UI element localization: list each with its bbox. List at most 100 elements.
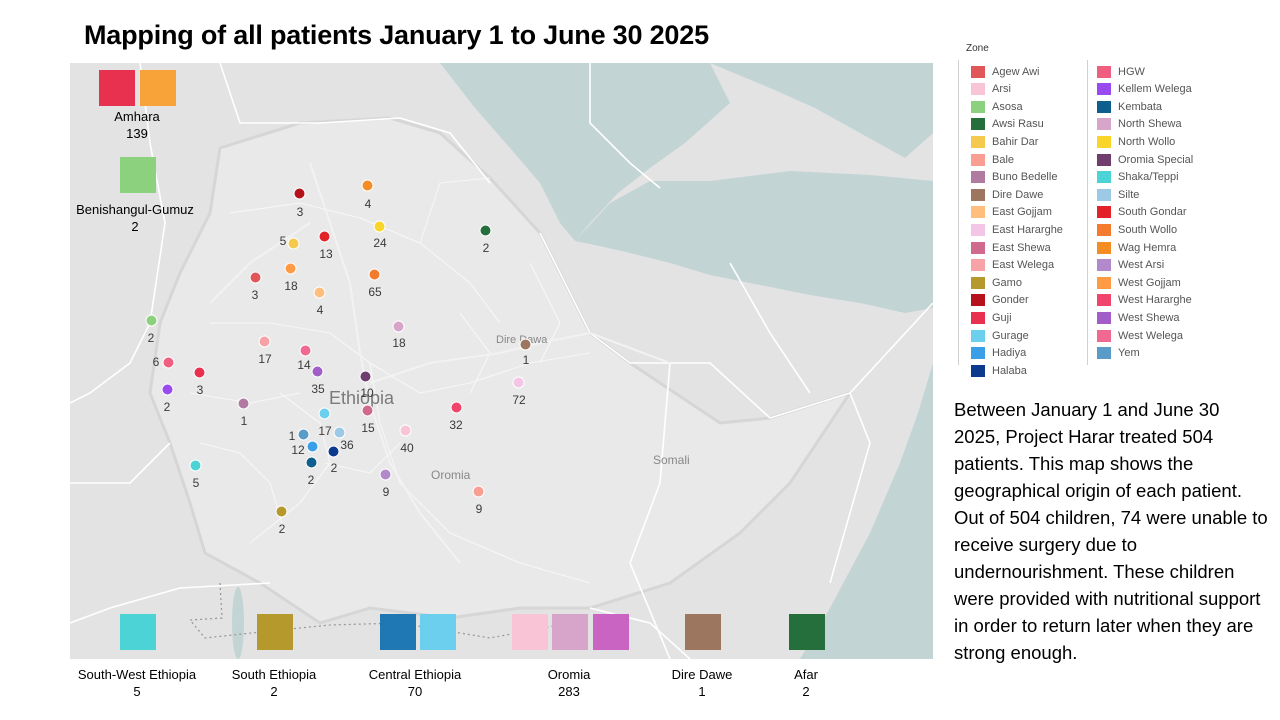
legend-item[interactable]: Agew Awi	[971, 63, 1040, 80]
zone-marker[interactable]	[161, 383, 174, 396]
legend-item[interactable]: South Gondar	[1097, 204, 1187, 221]
legend-item[interactable]: West Gojjam	[1097, 274, 1181, 291]
legend-label: Wag Hemra	[1118, 241, 1177, 254]
legend-item[interactable]: Oromia Special	[1097, 151, 1193, 168]
legend-item[interactable]: Awsi Rasu	[971, 116, 1044, 133]
region-label-amhara: Amhara 139	[114, 108, 160, 142]
legend-item[interactable]: East Welega	[971, 257, 1054, 274]
legend-label: Dire Dawe	[992, 188, 1044, 201]
lake-turkana	[232, 587, 244, 659]
region-count: 1	[698, 684, 706, 699]
legend-item[interactable]: West Hararghe	[1097, 292, 1192, 309]
region-swatch-central[interactable]	[380, 614, 416, 650]
legend-item[interactable]: Buno Bedelle	[971, 169, 1057, 186]
zone-marker[interactable]	[293, 187, 306, 200]
zone-marker[interactable]	[189, 459, 202, 472]
zone-marker[interactable]	[373, 220, 386, 233]
zone-marker[interactable]	[333, 426, 346, 439]
legend-label: West Hararghe	[1118, 294, 1192, 307]
zone-marker[interactable]	[318, 230, 331, 243]
legend-item[interactable]: South Wollo	[1097, 221, 1177, 238]
zone-count-label: 1	[240, 414, 248, 428]
zone-marker[interactable]	[359, 370, 372, 383]
legend-item[interactable]: West Welega	[1097, 327, 1183, 344]
legend-item[interactable]: East Gojjam	[971, 204, 1052, 221]
zone-marker[interactable]	[311, 365, 324, 378]
zone-count-label: 4	[364, 197, 372, 211]
region-name: Amhara	[114, 109, 160, 124]
zone-marker[interactable]	[479, 224, 492, 237]
legend-item[interactable]: Wag Hemra	[1097, 239, 1176, 256]
zone-marker[interactable]	[193, 366, 206, 379]
zone-marker[interactable]	[249, 271, 262, 284]
region-swatch-oromia[interactable]	[512, 614, 548, 650]
zone-marker[interactable]	[162, 356, 175, 369]
region-swatch-afar[interactable]	[789, 614, 825, 650]
zone-marker[interactable]	[305, 456, 318, 469]
zone-marker[interactable]	[379, 468, 392, 481]
legend-item[interactable]: North Wollo	[1097, 133, 1175, 150]
region-swatch-amhara[interactable]	[99, 70, 135, 106]
legend-item[interactable]: Kembata	[1097, 98, 1162, 115]
zone-marker[interactable]	[361, 404, 374, 417]
region-swatch-central[interactable]	[420, 614, 456, 650]
region-swatch-south[interactable]	[257, 614, 293, 650]
zone-marker[interactable]	[297, 428, 310, 441]
zone-marker[interactable]	[368, 268, 381, 281]
zone-marker[interactable]	[450, 401, 463, 414]
legend-item[interactable]: North Shewa	[1097, 116, 1182, 133]
legend-item[interactable]: Hadiya	[971, 345, 1026, 362]
legend-item[interactable]: HGW	[1097, 63, 1145, 80]
region-swatch-benishangul[interactable]	[120, 157, 156, 193]
map-panel[interactable]: Ethiopia Oromia Somali Dire Dawa 3 4 2 5 13 2…	[70, 63, 933, 659]
legend-swatch	[971, 311, 985, 324]
zone-marker[interactable]	[284, 262, 297, 275]
zone-marker[interactable]	[318, 407, 331, 420]
zone-marker[interactable]	[472, 485, 485, 498]
legend-item[interactable]: Kellem Welega	[1097, 81, 1192, 98]
legend-item[interactable]: Asosa	[971, 98, 1023, 115]
legend-item[interactable]: Yem	[1097, 345, 1140, 362]
legend-label: West Welega	[1118, 329, 1184, 342]
region-swatch-oromia[interactable]	[552, 614, 588, 650]
legend-item[interactable]: West Arsi	[1097, 257, 1164, 274]
legend-item[interactable]: Arsi	[971, 81, 1011, 98]
zone-marker[interactable]	[392, 320, 405, 333]
zone-marker[interactable]	[287, 237, 300, 250]
zone-marker[interactable]	[145, 314, 158, 327]
zone-marker[interactable]	[237, 397, 250, 410]
legend-item[interactable]: Gamo	[971, 274, 1022, 291]
zone-marker[interactable]	[299, 344, 312, 357]
legend-item[interactable]: Guji	[971, 309, 1012, 326]
zone-marker[interactable]	[258, 335, 271, 348]
legend-item[interactable]: Silte	[1097, 186, 1139, 203]
zone-count-label: 2	[278, 522, 286, 536]
zone-marker[interactable]	[275, 505, 288, 518]
legend-item[interactable]: Gonder	[971, 292, 1029, 309]
legend-item[interactable]: East Hararghe	[971, 221, 1063, 238]
legend-item[interactable]: Shaka/Teppi	[1097, 169, 1179, 186]
legend-item[interactable]: East Shewa	[971, 239, 1051, 256]
zone-count-label: 9	[382, 485, 390, 499]
legend-item[interactable]: Bahir Dar	[971, 133, 1038, 150]
zone-marker[interactable]	[306, 440, 319, 453]
legend-item[interactable]: Bale	[971, 151, 1014, 168]
zone-marker[interactable]	[519, 338, 532, 351]
indian-ocean	[800, 363, 933, 659]
region-swatch-southwest[interactable]	[120, 614, 156, 650]
zone-marker[interactable]	[361, 179, 374, 192]
legend-swatch	[1097, 135, 1111, 148]
legend-item[interactable]: West Shewa	[1097, 309, 1180, 326]
region-swatch-amhara[interactable]	[140, 70, 176, 106]
zone-count-label: 1	[288, 429, 296, 443]
legend-item[interactable]: Halaba	[971, 362, 1027, 379]
zone-marker[interactable]	[512, 376, 525, 389]
legend-item[interactable]: Dire Dawe	[971, 186, 1043, 203]
zone-marker[interactable]	[327, 445, 340, 458]
legend-item[interactable]: Gurage	[971, 327, 1029, 344]
zone-marker[interactable]	[313, 286, 326, 299]
zone-count-label: 1	[522, 353, 530, 367]
region-swatch-oromia[interactable]	[593, 614, 629, 650]
region-swatch-diredawe[interactable]	[685, 614, 721, 650]
zone-marker[interactable]	[399, 424, 412, 437]
